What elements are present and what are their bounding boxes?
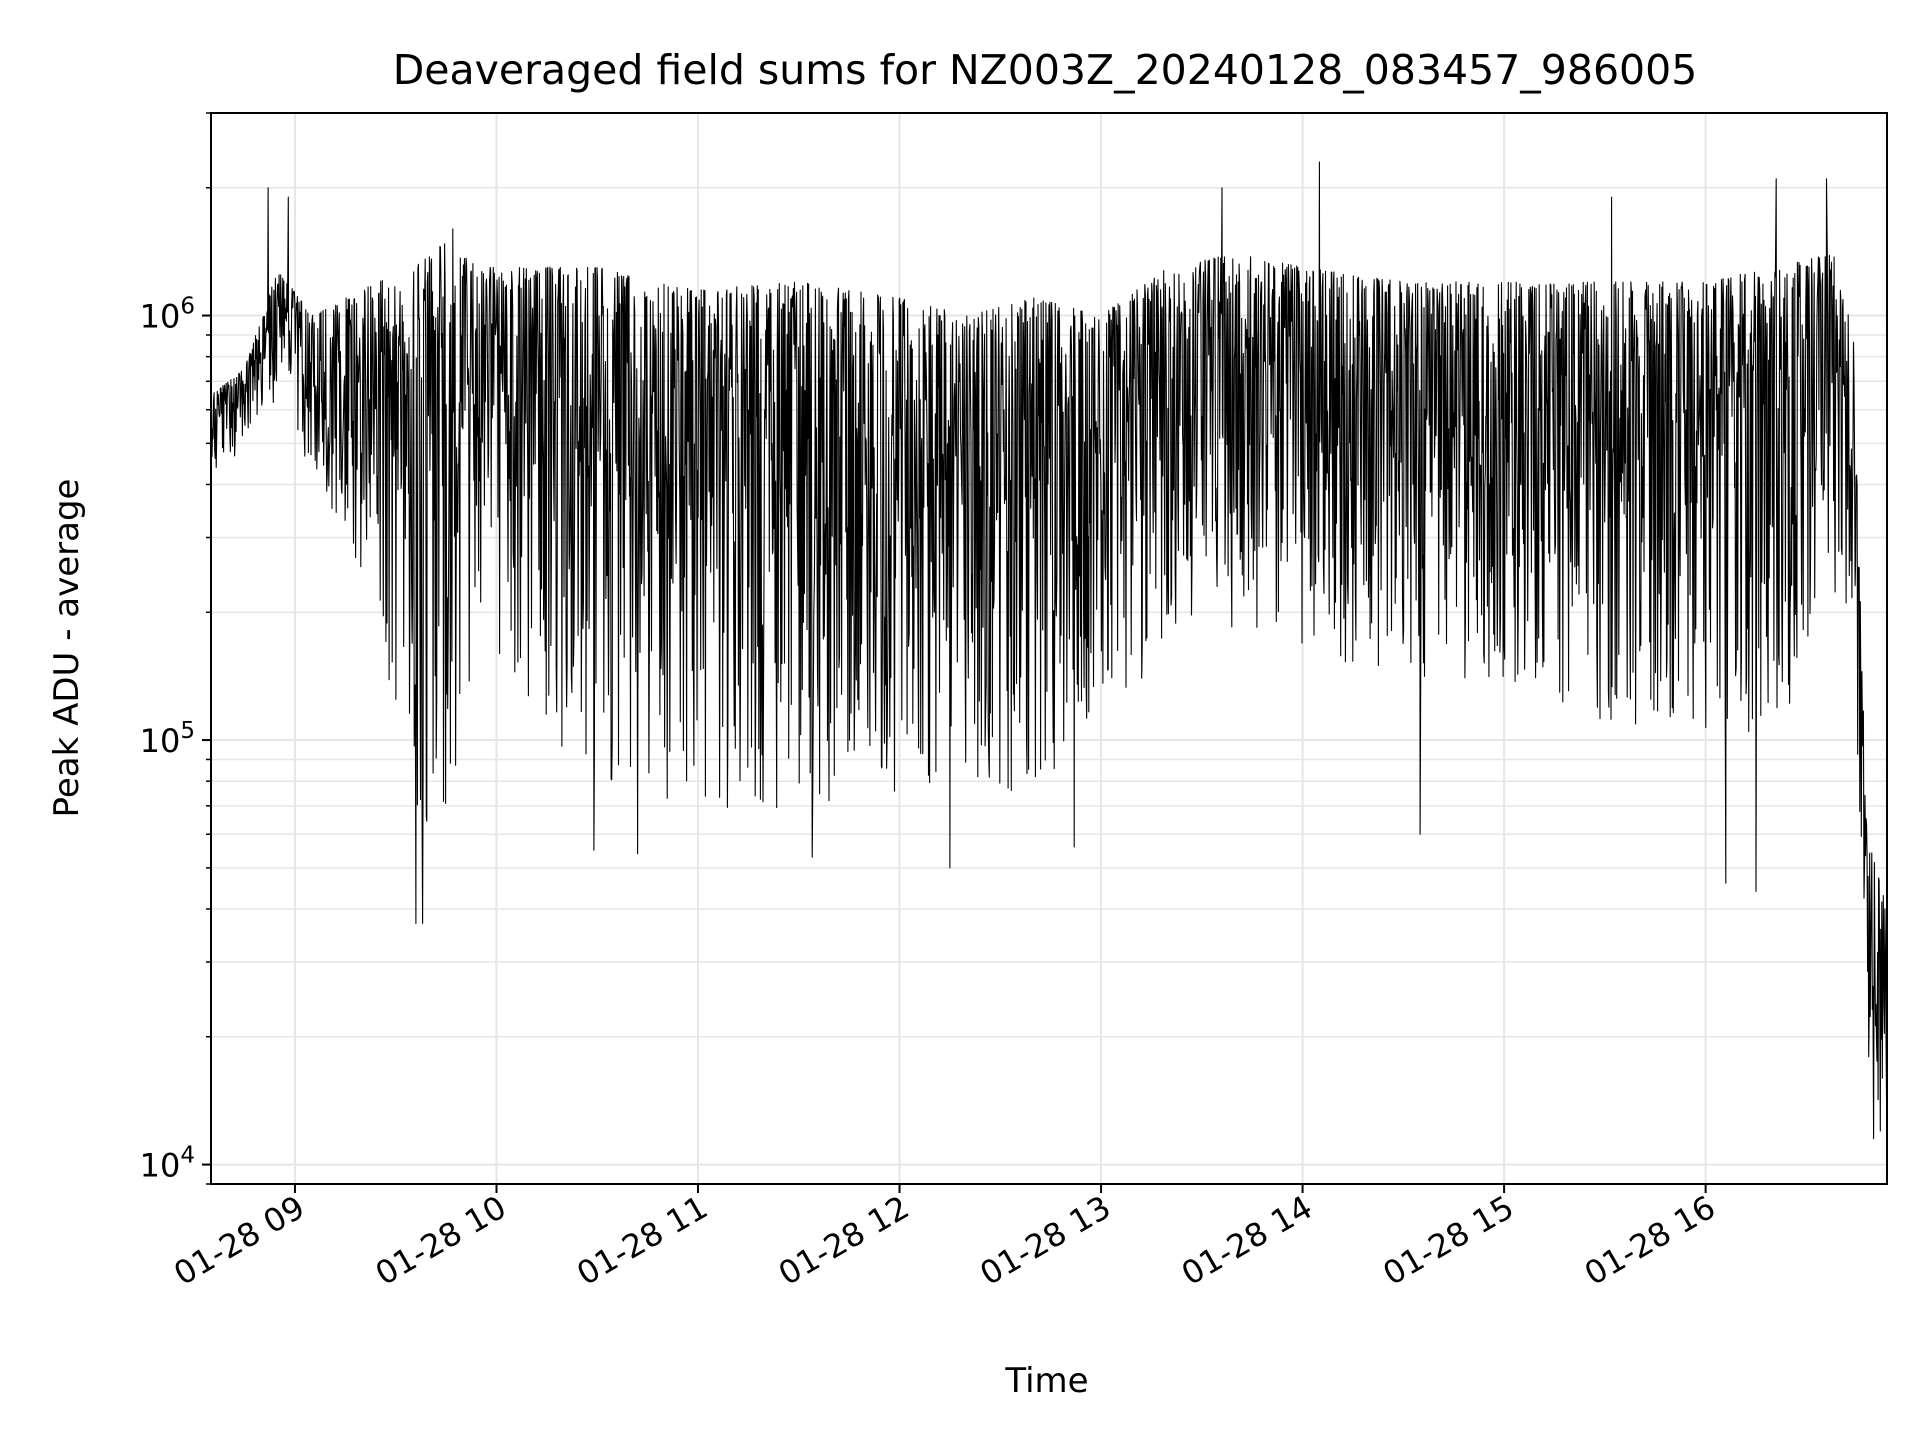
y-axis: 104 105 106 xyxy=(140,112,211,1185)
x-tick-label: 01-28 15 xyxy=(1377,1188,1521,1293)
y-tick-label: 104 xyxy=(140,1143,195,1185)
axes-frame xyxy=(210,112,1888,1185)
y-tick-label: 106 xyxy=(140,294,195,336)
x-axis: 01-28 09 01-28 10 01-28 11 01-28 12 01-28 13… xyxy=(167,1184,1722,1293)
y-tick-label: 105 xyxy=(140,718,195,760)
x-tick-label: 01-28 10 xyxy=(369,1188,513,1293)
plot-area xyxy=(210,161,1888,1140)
x-tick-label: 01-28 13 xyxy=(973,1188,1117,1293)
x-tick-label: 01-28 14 xyxy=(1175,1188,1319,1293)
y-axis-label: Peak ADU - average xyxy=(47,479,87,818)
x-axis-label: Time xyxy=(1004,1361,1088,1401)
x-tick-label: 01-28 11 xyxy=(570,1188,714,1293)
series-line xyxy=(210,161,1888,1140)
x-tick-label: 01-28 12 xyxy=(772,1188,916,1293)
x-tick-label: 01-28 09 xyxy=(167,1188,311,1293)
x-tick-label: 01-28 16 xyxy=(1578,1188,1722,1293)
chart-title: Deaveraged field sums for NZ003Z_2024012… xyxy=(393,46,1698,94)
